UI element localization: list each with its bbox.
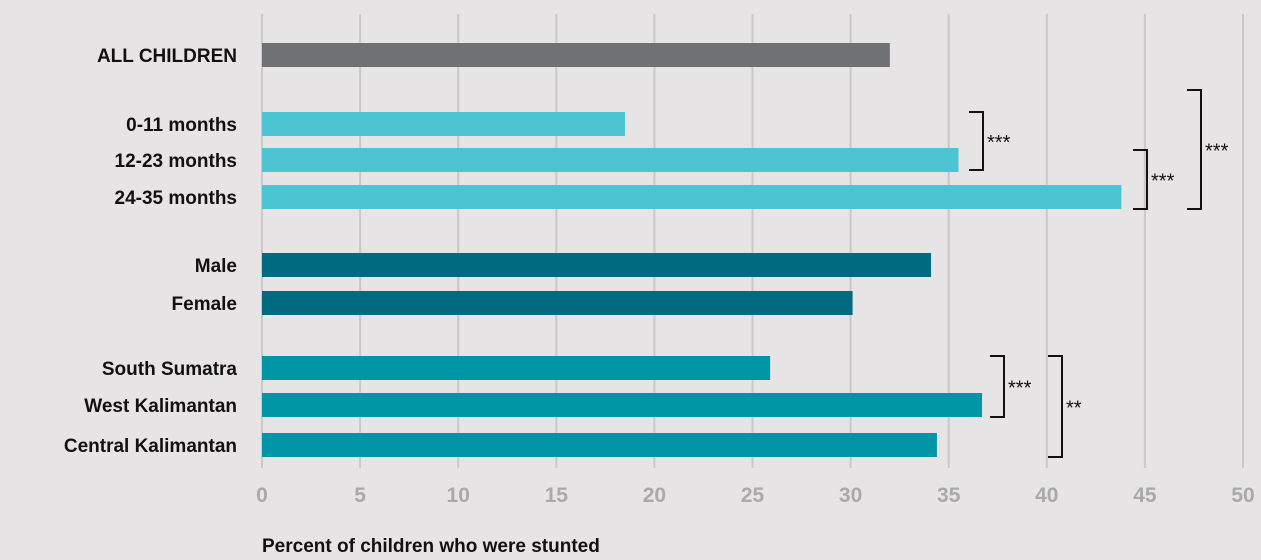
gridlines (261, 14, 1244, 468)
category-label-west-kalimantan: West Kalimantan (84, 396, 237, 417)
category-label-female: Female (172, 294, 237, 315)
category-label-south-sumatra: South Sumatra (102, 359, 238, 380)
x-tick-10: 10 (447, 484, 470, 507)
significance-bracket-3 (1187, 89, 1202, 210)
x-tick-40: 40 (1035, 484, 1058, 507)
x-axis-title: Percent of children who were stunted (262, 536, 600, 557)
bars (262, 43, 1122, 457)
x-tick-labels: 0 5 10 15 20 25 30 35 40 45 50 (256, 484, 1255, 507)
x-tick-20: 20 (643, 484, 666, 507)
category-labels: ALL CHILDREN 0-11 months 12-23 months 24-35… (64, 46, 238, 457)
bar-female (262, 291, 853, 315)
significance-label-4: *** (1008, 378, 1032, 400)
significance-label-3: *** (1205, 141, 1229, 163)
significance-label-5: ** (1066, 398, 1082, 420)
x-tick-50: 50 (1231, 484, 1254, 507)
bar-24-35-months (262, 185, 1122, 209)
bar-0-11-months (262, 112, 625, 136)
bar-12-23-months (262, 148, 959, 172)
bar-central-kalimantan (262, 433, 937, 457)
significance-brackets: ************** (969, 89, 1229, 458)
significance-label-2: *** (1151, 171, 1175, 193)
x-tick-35: 35 (937, 484, 961, 507)
x-tick-0: 0 (256, 484, 268, 507)
bar-south-sumatra (262, 356, 771, 380)
category-label-all-children: ALL CHILDREN (97, 46, 237, 67)
significance-bracket-1 (969, 111, 984, 171)
bar-west-kalimantan (262, 393, 983, 417)
category-label-0-11-months: 0-11 months (126, 115, 237, 136)
significance-label-1: *** (987, 132, 1011, 154)
category-label-24-35-months: 24-35 months (115, 188, 237, 209)
x-tick-25: 25 (741, 484, 765, 507)
significance-bracket-4 (990, 355, 1005, 418)
x-tick-5: 5 (354, 484, 366, 507)
x-tick-45: 45 (1133, 484, 1157, 507)
x-tick-30: 30 (839, 484, 862, 507)
category-label-12-23-months: 12-23 months (115, 151, 237, 172)
significance-bracket-2 (1133, 149, 1148, 210)
bar-all-children (262, 43, 890, 67)
significance-bracket-5 (1048, 355, 1063, 458)
bar-male (262, 253, 932, 277)
x-tick-15: 15 (545, 484, 569, 507)
category-label-male: Male (195, 256, 237, 277)
category-label-central-kalimantan: Central Kalimantan (64, 436, 237, 457)
